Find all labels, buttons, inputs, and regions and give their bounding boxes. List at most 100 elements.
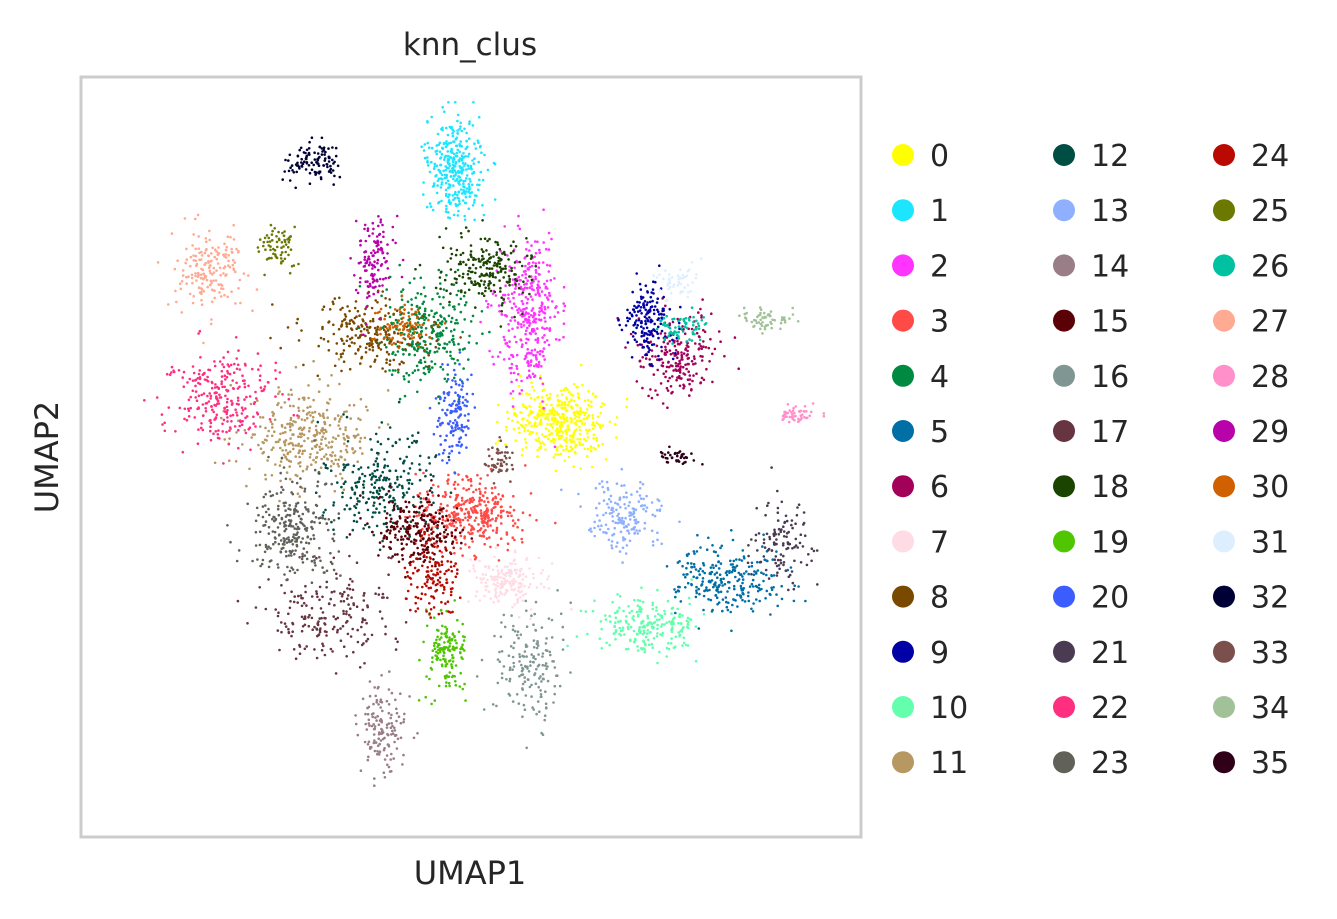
cluster-point bbox=[641, 600, 645, 604]
cluster-point bbox=[644, 319, 647, 323]
cluster-point bbox=[751, 578, 755, 582]
cluster-point bbox=[546, 415, 549, 419]
cluster-point bbox=[496, 420, 499, 424]
cluster-point bbox=[535, 646, 539, 650]
cluster-point bbox=[436, 425, 439, 429]
cluster-point bbox=[469, 244, 473, 247]
cluster-point bbox=[431, 366, 434, 369]
cluster-point bbox=[395, 327, 398, 331]
cluster-point bbox=[479, 237, 483, 241]
cluster-point bbox=[532, 353, 535, 357]
cluster-point bbox=[543, 340, 547, 344]
cluster-point bbox=[678, 374, 681, 378]
cluster-point bbox=[346, 440, 350, 443]
cluster-point bbox=[402, 361, 405, 365]
cluster-point bbox=[457, 303, 461, 306]
cluster-point bbox=[693, 565, 696, 569]
cluster-point bbox=[502, 267, 505, 271]
cluster-point bbox=[619, 629, 623, 633]
cluster-point bbox=[458, 351, 462, 354]
cluster-point bbox=[420, 145, 424, 148]
cluster-point bbox=[655, 606, 658, 609]
cluster-point bbox=[508, 357, 511, 361]
cluster-point bbox=[455, 248, 459, 252]
cluster-point bbox=[371, 317, 375, 321]
cluster-point bbox=[676, 350, 680, 354]
cluster-point bbox=[498, 265, 502, 269]
cluster-point bbox=[702, 328, 705, 332]
cluster-point bbox=[457, 402, 461, 405]
cluster-point bbox=[417, 368, 420, 372]
cluster-point bbox=[484, 573, 488, 576]
cluster-point bbox=[365, 639, 368, 643]
cluster-point bbox=[511, 390, 515, 393]
cluster-point bbox=[569, 445, 573, 449]
cluster-point bbox=[402, 375, 406, 378]
cluster-point bbox=[388, 513, 392, 517]
cluster-point bbox=[454, 664, 458, 667]
cluster-point bbox=[463, 291, 467, 294]
cluster-point bbox=[413, 505, 416, 509]
cluster-point bbox=[512, 407, 516, 411]
cluster-point bbox=[526, 667, 529, 670]
cluster-point bbox=[523, 680, 527, 683]
cluster-point bbox=[622, 520, 626, 523]
cluster-point bbox=[643, 331, 646, 335]
cluster-point bbox=[671, 352, 675, 355]
cluster-point bbox=[697, 587, 700, 591]
cluster-point bbox=[365, 728, 369, 731]
cluster-point bbox=[481, 219, 484, 222]
cluster-point bbox=[731, 603, 734, 607]
cluster-point bbox=[500, 509, 503, 513]
cluster-point bbox=[316, 622, 320, 625]
cluster-point bbox=[355, 486, 359, 489]
cluster-point bbox=[533, 416, 536, 419]
cluster-point bbox=[676, 376, 679, 379]
cluster-point bbox=[611, 534, 614, 537]
cluster-point bbox=[283, 622, 287, 625]
cluster-point bbox=[578, 419, 581, 423]
cluster-point bbox=[494, 294, 498, 297]
cluster-point bbox=[436, 132, 440, 136]
cluster-point bbox=[768, 592, 772, 596]
cluster-point bbox=[687, 596, 691, 600]
cluster-point bbox=[305, 467, 309, 471]
cluster-point bbox=[448, 649, 452, 652]
cluster-point bbox=[343, 466, 346, 469]
cluster-point bbox=[713, 573, 717, 576]
cluster-point bbox=[348, 587, 352, 591]
cluster-point bbox=[521, 274, 524, 277]
cluster-point bbox=[660, 625, 663, 628]
cluster-point bbox=[647, 341, 650, 344]
cluster-point bbox=[582, 437, 586, 441]
cluster-point bbox=[451, 163, 455, 167]
cluster-point bbox=[702, 340, 705, 343]
cluster-point bbox=[342, 468, 345, 472]
cluster-point bbox=[690, 562, 693, 565]
cluster-point bbox=[326, 340, 330, 343]
cluster-point bbox=[506, 589, 509, 593]
cluster-point bbox=[556, 427, 559, 430]
cluster-point bbox=[443, 156, 447, 159]
cluster-point bbox=[344, 428, 347, 432]
cluster-point bbox=[508, 265, 512, 268]
cluster-point bbox=[365, 342, 369, 346]
cluster-point bbox=[320, 438, 323, 441]
cluster-point bbox=[695, 591, 698, 595]
cluster-point bbox=[380, 732, 383, 735]
cluster-point bbox=[325, 580, 329, 584]
cluster-point bbox=[365, 621, 368, 625]
cluster-point bbox=[547, 270, 551, 273]
cluster-point bbox=[511, 605, 514, 609]
cluster-point bbox=[496, 585, 500, 588]
cluster-point bbox=[589, 449, 593, 453]
cluster-point bbox=[498, 660, 502, 663]
cluster-point bbox=[652, 343, 656, 346]
cluster-point bbox=[535, 586, 539, 589]
cluster-point bbox=[374, 475, 378, 479]
cluster-point bbox=[408, 515, 412, 518]
cluster-point bbox=[447, 478, 450, 481]
cluster-point bbox=[505, 678, 508, 681]
cluster-point bbox=[440, 183, 443, 186]
cluster-point bbox=[424, 343, 427, 347]
